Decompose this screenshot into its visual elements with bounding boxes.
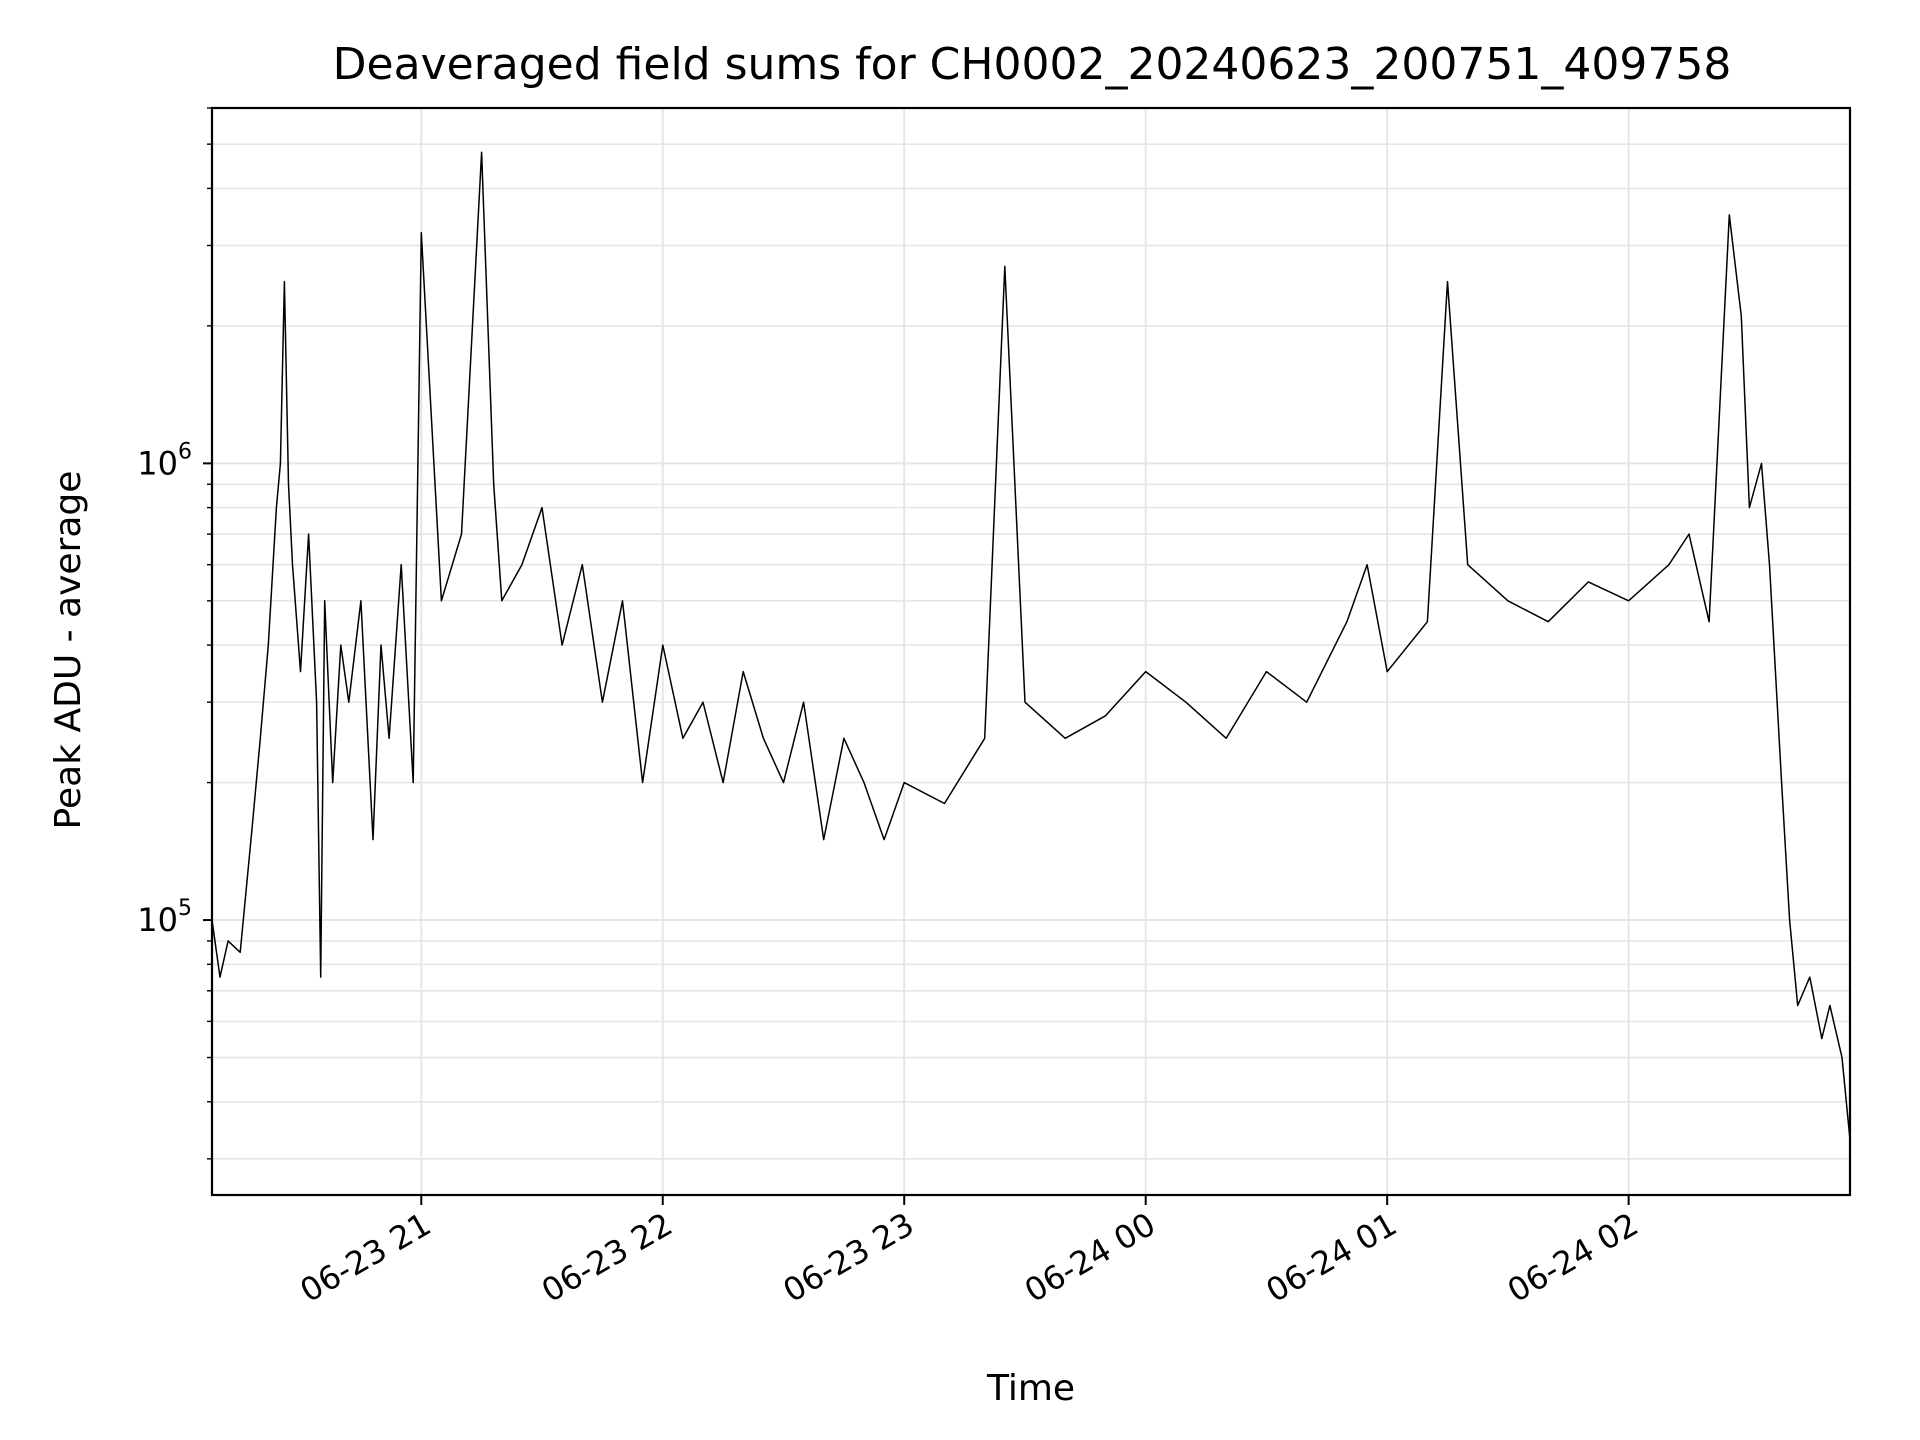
y-tick-label: 105 (137, 896, 192, 939)
plot-frame (210, 106, 1852, 1197)
data-line-group (211, 151, 1851, 1140)
y-tick-label: 106 (137, 439, 192, 482)
chart-title: Deaveraged field sums for CH0002_2024062… (333, 39, 1732, 90)
x-axis-label: Time (986, 1368, 1075, 1409)
y-axis: 105 106 (137, 107, 212, 1160)
y-axis-label: Peak ADU - average (48, 471, 89, 830)
series-line (211, 151, 1851, 1140)
